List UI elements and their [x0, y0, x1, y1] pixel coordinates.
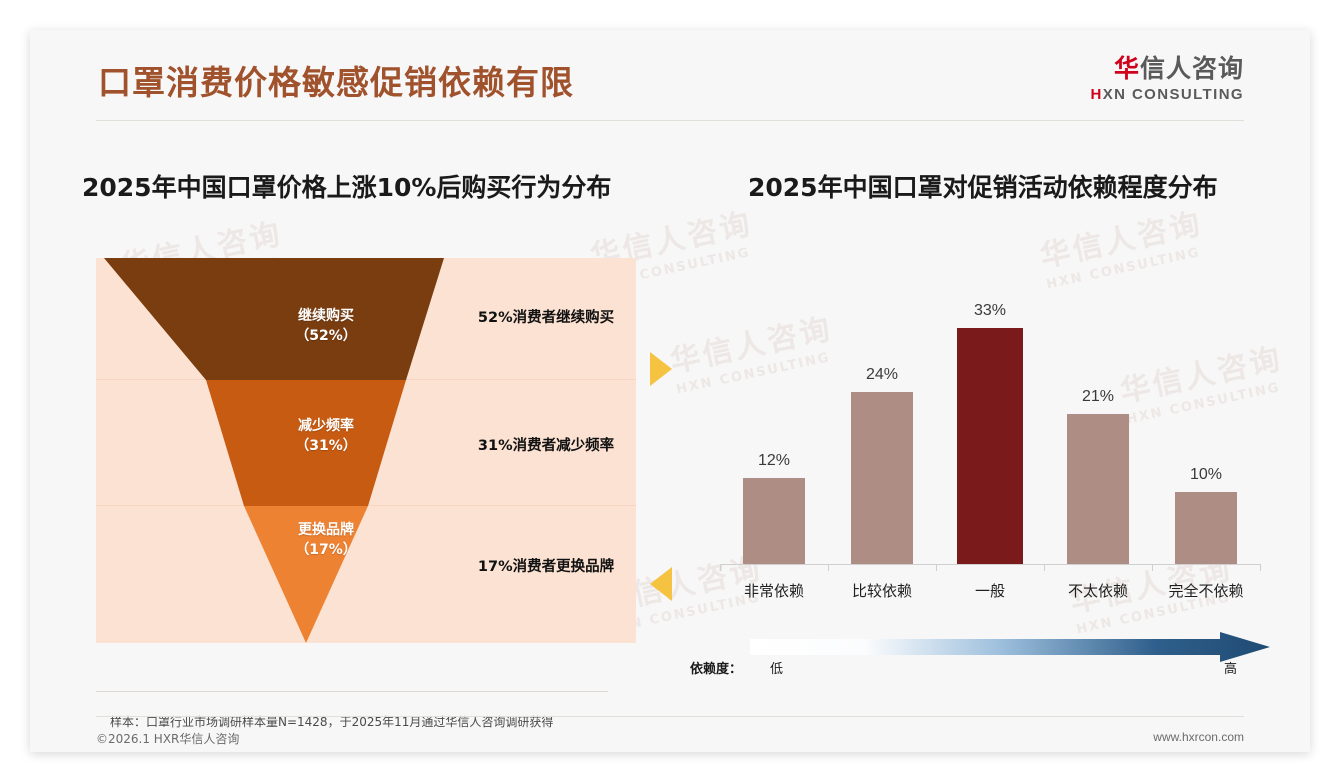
dependency-gradient-legend: 依赖度： 低 高 [690, 626, 1270, 688]
gradient-arrow-icon [750, 632, 1270, 662]
x-axis-category-label: 非常依赖 [743, 582, 804, 600]
page-title: 口罩消费价格敏感促销依赖有限 [98, 63, 574, 102]
brand-logo: 华信人咨询 HXN CONSULTING [1091, 56, 1245, 102]
right-panel-title: 2025年中国口罩对促销活动依赖程度分布 [748, 173, 1218, 202]
bar-value-label: 21% [1081, 388, 1115, 405]
source-divider [96, 691, 608, 692]
watermark-en: HXN CONSULTING [1045, 245, 1202, 293]
bar-column[interactable]: 24% [828, 292, 936, 564]
x-axis-category-label: 不太依赖 [1067, 582, 1128, 600]
bar[interactable] [851, 392, 913, 564]
logo-cn-rest: 信人咨询 [1139, 54, 1244, 83]
legend-low-label: 低 [770, 662, 784, 677]
legend-high-label: 高 [1224, 662, 1238, 677]
x-axis-tick [936, 564, 937, 571]
bar[interactable] [1175, 492, 1237, 564]
funnel-side-note: 31%消费者减少频率 [477, 438, 615, 454]
funnel-note-band [96, 506, 636, 643]
footer-divider [96, 716, 1244, 717]
x-axis-tick [1044, 564, 1045, 571]
slide-card: 口罩消费价格敏感促销依赖有限 华信人咨询 HXN CONSULTING 华信人咨… [30, 30, 1310, 752]
logo-chinese: 华信人咨询 [1091, 56, 1245, 81]
x-axis-line [720, 564, 1260, 565]
bar-column[interactable]: 33% [936, 292, 1044, 564]
footer-website[interactable]: www.hxrcon.com [1153, 730, 1244, 744]
funnel-segment-reduce [206, 380, 406, 506]
footer-copyright: ©2026.1 HXR华信人咨询 [96, 732, 240, 746]
logo-en-accent: H [1090, 86, 1103, 103]
x-axis-category-label: 一般 [974, 582, 1005, 600]
logo-cn-accent: 华 [1113, 54, 1140, 83]
triangle-right-icon [650, 352, 672, 386]
bar-value-label: 12% [757, 452, 791, 469]
x-axis-category-label: 比较依赖 [851, 582, 912, 600]
funnel-shape [104, 258, 444, 643]
funnel-side-note: 52%消费者继续购买 [477, 310, 615, 326]
left-panel-title: 2025年中国口罩价格上涨10%后购买行为分布 [82, 173, 612, 202]
funnel-side-note: 17%消费者更换品牌 [477, 559, 615, 575]
bar-value-label: 24% [865, 366, 899, 383]
x-axis-tick [1152, 564, 1153, 571]
watermark-cn: 华信人咨询 [1037, 206, 1206, 275]
bar-value-label: 33% [973, 302, 1007, 319]
source-note: 样本：口罩行业市场调研样本量N=1428，于2025年11月通过华信人咨询调研获… [110, 715, 554, 729]
legend-prefix-label: 依赖度： [690, 662, 743, 677]
bar[interactable] [1067, 414, 1129, 564]
x-axis-tick [720, 564, 721, 571]
funnel-segment-continue [104, 258, 444, 380]
bar-column[interactable]: 12% [720, 292, 828, 564]
title-divider [96, 120, 1244, 121]
triangle-left-icon [650, 567, 672, 601]
funnel-segment-switch [244, 506, 368, 643]
bar[interactable] [743, 478, 805, 564]
bar-plot-area: 12% 24% 33% 21% 10% [720, 292, 1260, 564]
logo-en-rest: XN CONSULTING [1102, 86, 1244, 103]
x-axis-tick [1260, 564, 1261, 571]
x-axis-tick [828, 564, 829, 571]
slide-header: 口罩消费价格敏感促销依赖有限 华信人咨询 HXN CONSULTING [30, 30, 1310, 126]
bar-value-label: 10% [1189, 466, 1223, 483]
funnel-chart: 继续购买 （52%） 减少频率 （31%） 更换品牌 （17%） 52%消费者继… [96, 258, 636, 643]
bar[interactable] [957, 328, 1023, 564]
bar-column[interactable]: 21% [1044, 292, 1152, 564]
dependency-bar-chart: 12% 24% 33% 21% 10% 非常依赖 比较依赖 一般 不太依赖 完全不依赖 [690, 292, 1261, 612]
logo-english: HXN CONSULTING [1091, 87, 1245, 102]
x-axis-category-label: 完全不依赖 [1168, 582, 1244, 600]
bar-column[interactable]: 10% [1152, 292, 1260, 564]
